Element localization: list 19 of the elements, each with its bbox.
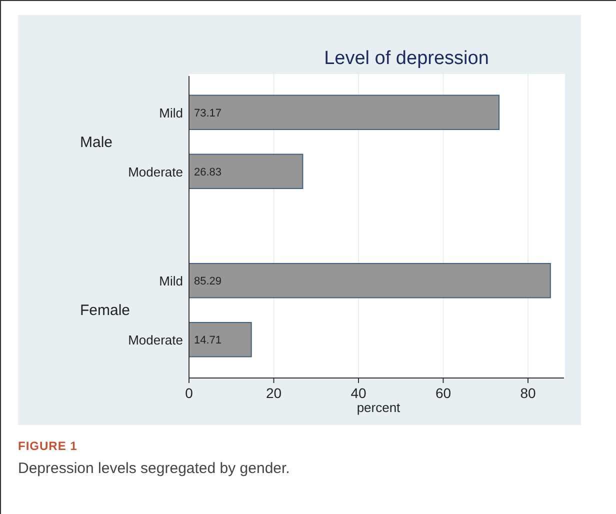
data-label: 85.29: [194, 276, 222, 288]
chart-title: Level of depression: [324, 48, 489, 69]
x-tick-label: 80: [520, 385, 536, 401]
data-label: 26.83: [194, 166, 222, 178]
x-axis-title: percent: [356, 400, 401, 415]
text: Male: [80, 134, 113, 151]
x-tick-label: 20: [266, 385, 282, 401]
data-label: 14.71: [194, 334, 222, 347]
text: Depression levels segregated by gender.: [18, 460, 290, 477]
x-tick-label: 60: [435, 385, 452, 401]
text: Female: [80, 302, 130, 320]
y-tick-label: Moderate: [128, 164, 183, 180]
caption: FIGURE 1: [18, 439, 78, 453]
y-tick-label: Mild: [159, 274, 183, 289]
x-tick-label: 0: [185, 385, 194, 401]
x-tick-label: 40: [350, 385, 366, 401]
data-label: 73.17: [194, 107, 222, 120]
y-tick-label: Mild: [159, 105, 183, 120]
y-tick-label: Moderate: [128, 332, 183, 348]
